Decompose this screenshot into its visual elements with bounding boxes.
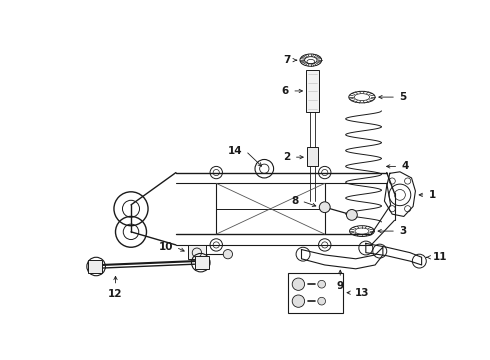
Text: 12: 12 [108, 289, 123, 299]
Circle shape [346, 210, 357, 220]
Text: 1: 1 [429, 190, 436, 200]
Text: 3: 3 [399, 226, 406, 236]
Text: 10: 10 [158, 242, 173, 252]
Text: 2: 2 [283, 152, 291, 162]
Circle shape [292, 295, 305, 307]
Circle shape [319, 202, 330, 213]
Text: 9: 9 [337, 281, 344, 291]
Circle shape [292, 278, 305, 291]
Text: 6: 6 [282, 86, 289, 96]
Text: 5: 5 [399, 92, 406, 102]
Text: 14: 14 [228, 146, 243, 156]
Bar [306, 70, 318, 112]
Text: 8: 8 [291, 196, 298, 206]
Circle shape [223, 249, 233, 259]
Circle shape [318, 280, 325, 288]
Circle shape [318, 297, 325, 305]
Text: 4: 4 [401, 161, 409, 171]
Bar [307, 147, 318, 166]
Text: 13: 13 [355, 288, 369, 298]
Bar [188, 245, 206, 259]
Text: 7: 7 [283, 55, 291, 65]
Bar [288, 273, 343, 313]
Text: 11: 11 [433, 252, 447, 262]
Bar [88, 260, 102, 273]
Bar [195, 256, 209, 269]
